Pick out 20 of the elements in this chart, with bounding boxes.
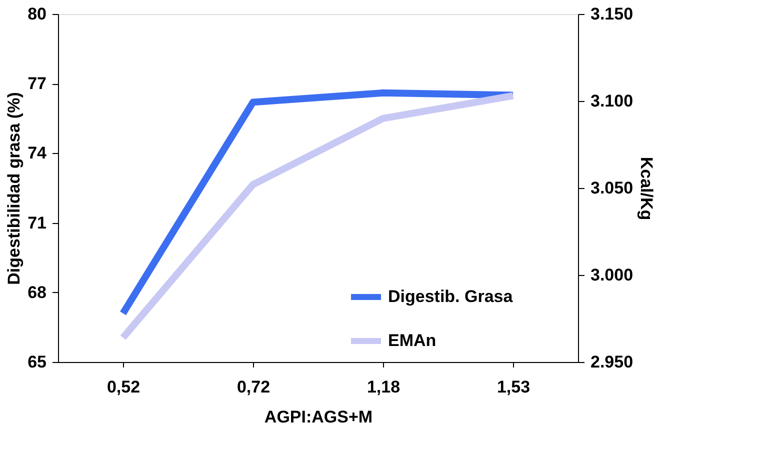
y2-tick-label: 2.950 bbox=[590, 352, 634, 372]
y-tick-label: 77 bbox=[28, 74, 46, 94]
y-tick-label: 65 bbox=[28, 352, 46, 372]
y2-tick-label: 3.000 bbox=[590, 266, 634, 284]
y2-tick-label: 3.050 bbox=[590, 178, 634, 198]
y-axis-title: Digestibilidad grasa (%) bbox=[4, 92, 24, 285]
y2-tick-label: 3.100 bbox=[590, 92, 634, 110]
y-tick-label: 80 bbox=[28, 4, 46, 24]
x-tick-label: 0,52 bbox=[106, 378, 140, 396]
legend-label: Digestib. Grasa bbox=[388, 287, 514, 306]
x-tick-label: 0,72 bbox=[236, 378, 270, 396]
x-tick-label: 1,18 bbox=[366, 378, 400, 396]
y-tick-label: 71 bbox=[28, 213, 46, 232]
x-axis-title: AGPI:AGS+M bbox=[264, 408, 373, 426]
legend-label: EMAn bbox=[388, 331, 436, 350]
y2-axis-title: Kcal/Kg bbox=[637, 156, 656, 220]
y2-tick-label: 3.150 bbox=[590, 4, 634, 24]
y-tick-label: 68 bbox=[28, 282, 46, 302]
y-tick-label: 74 bbox=[28, 144, 48, 163]
x-tick-label: 1,53 bbox=[496, 378, 530, 396]
